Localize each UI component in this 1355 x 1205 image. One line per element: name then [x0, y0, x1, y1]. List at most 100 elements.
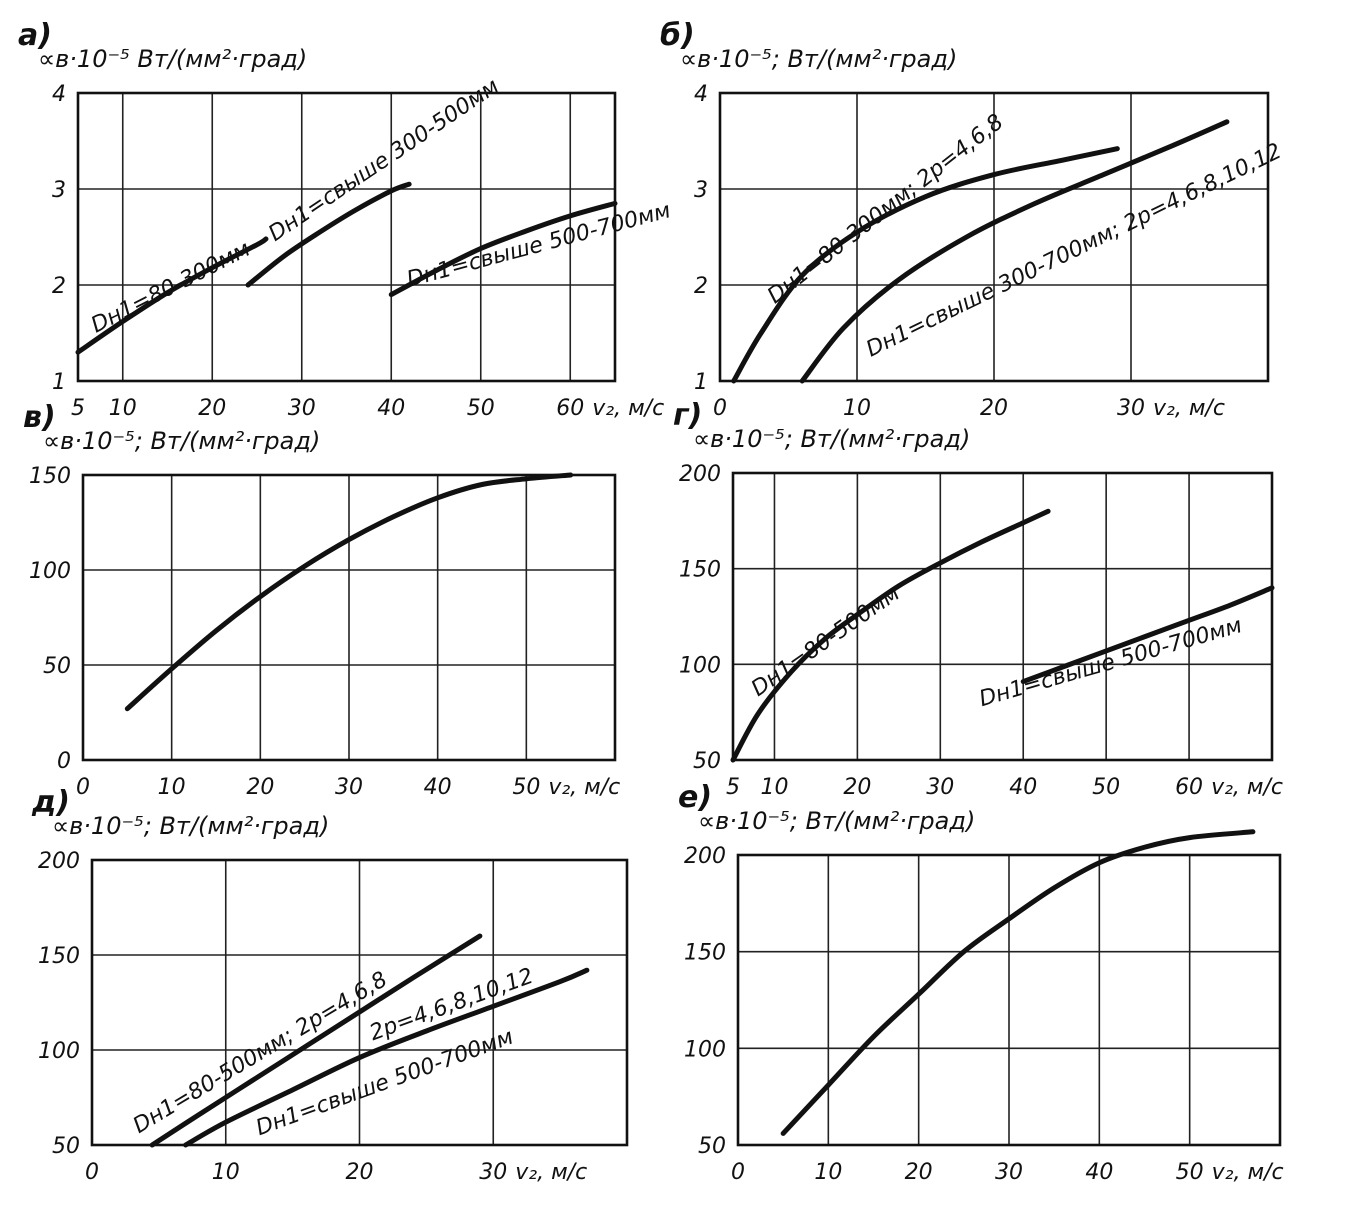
y-axis-label: ∝в·10⁻⁵; Вт/(мм²·град) [693, 425, 970, 453]
plot-frame [81, 473, 617, 762]
x-tick-label: 50 [1176, 1160, 1204, 1185]
y-tick-label: 200 [684, 844, 726, 869]
y-axis-label: ∝в·10⁻⁵; Вт/(мм²·град) [43, 427, 320, 455]
x-tick-label: 10 [109, 396, 137, 421]
chart-panel-v: 0 50 100 150 0 10 20 30 40 50 v₂, м/с ∝в·10⁻⁵; Вт/(… [23, 400, 620, 800]
series-label-1: Dн1=80-500мм; 2p=4,6,8 [129, 967, 392, 1139]
x-tick-label: 30 [995, 1160, 1023, 1185]
series-label-1: Dн1=80-500мм [747, 581, 905, 702]
x-tick-label: 10 [843, 396, 871, 421]
y-tick-label: 100 [679, 653, 721, 678]
series-line-2 [1020, 585, 1275, 685]
panel-label: а) [18, 18, 52, 53]
x-tick-label: 0 [85, 1160, 99, 1185]
x-axis-label: v₂, м/с [515, 1160, 587, 1185]
series-label-2: Dн1=свыше 300-500мм [264, 74, 503, 247]
x-tick-label: 50 [467, 396, 495, 421]
x-tick-label: 30 [288, 396, 316, 421]
series-line-1 [731, 146, 1120, 384]
chart-panel-d: 50 100 150 200 0 10 20 30 v₂, м/с ∝в·10⁻⁵; Вт/(мм… [31, 785, 629, 1185]
x-axis-label: v₂, м/с [548, 775, 620, 800]
y-tick-label: 1 [694, 370, 708, 395]
series-line-2 [799, 119, 1230, 384]
panel-label: г) [673, 398, 702, 433]
x-tick-label: 0 [731, 1160, 745, 1185]
panel-label: б) [660, 18, 695, 53]
x-tick-label: 50 [512, 775, 540, 800]
x-axis-label: v₂, м/с [1211, 775, 1283, 800]
chart-panel-g: 50 100 150 200 5 10 20 30 40 50 60 v₂, м/с ∝в·10⁻⁵; … [673, 398, 1283, 800]
x-tick-label: 30 [1117, 396, 1145, 421]
plot-frame [736, 853, 1282, 1147]
y-axis-label: ∝в·10⁻⁵; Вт/(мм²·град) [680, 45, 957, 73]
y-axis-label: ∝в·10⁻⁵; Вт/(мм²·град) [52, 812, 329, 840]
chart-panel-b: 1 2 3 4 0 10 20 30 v₂, м/с ∝в·10⁻⁵; Вт/(мм²·град)… [660, 18, 1286, 421]
chart-panel-a: 1 2 3 4 5 10 20 30 40 50 60 v₂, м/с ∝в·10⁻⁵ Вт/(мм²·… [18, 18, 673, 421]
y-tick-label: 150 [29, 464, 71, 489]
panel-label: е) [678, 780, 712, 815]
x-tick-label: 20 [246, 775, 274, 800]
series-line-3 [388, 200, 618, 298]
y-tick-label: 100 [29, 559, 71, 584]
y-tick-label: 200 [679, 462, 721, 487]
series-line-1 [124, 472, 574, 712]
x-tick-label: 40 [1085, 1160, 1113, 1185]
x-tick-label: 20 [980, 396, 1008, 421]
y-axis-label: ∝в·10⁻⁵ Вт/(мм²·град) [38, 45, 307, 73]
x-tick-label: 5 [71, 396, 85, 421]
y-tick-label: 100 [38, 1039, 80, 1064]
x-tick-label: 10 [212, 1160, 240, 1185]
x-tick-label: 20 [843, 775, 871, 800]
series-line-1 [75, 236, 269, 355]
series-line-1 [780, 829, 1256, 1136]
series-label-1: Dн1=80-300мм [87, 237, 254, 339]
x-tick-label: 30 [926, 775, 954, 800]
y-tick-label: 150 [684, 941, 726, 966]
x-tick-label: 40 [1009, 775, 1037, 800]
x-tick-label: 0 [76, 775, 90, 800]
y-tick-label: 50 [52, 1134, 80, 1159]
y-tick-label: 150 [679, 558, 721, 583]
x-tick-label: 30 [335, 775, 363, 800]
plot-frame [90, 858, 629, 1147]
panel-label: д) [31, 785, 70, 820]
x-tick-label: 60 [556, 396, 584, 421]
y-tick-label: 1 [52, 370, 66, 395]
x-tick-label: 10 [158, 775, 186, 800]
x-tick-label: 20 [346, 1160, 374, 1185]
y-tick-label: 100 [684, 1037, 726, 1062]
x-axis-label: v₂, м/с [1153, 396, 1225, 421]
x-tick-label: 10 [760, 775, 788, 800]
x-axis-label: v₂, м/с [1212, 1160, 1284, 1185]
panel-label: в) [23, 400, 56, 435]
chart-panel-e: 50 100 150 200 0 10 20 30 40 50 v₂, м/с ∝в·10⁻⁵; Вт… [678, 780, 1284, 1185]
y-tick-label: 4 [52, 82, 66, 107]
series-line-1 [730, 508, 1051, 763]
x-tick-label: 20 [198, 396, 226, 421]
y-tick-label: 50 [693, 749, 721, 774]
plot-frame [718, 91, 1270, 383]
x-tick-label: 40 [377, 396, 405, 421]
y-tick-label: 2 [694, 274, 708, 299]
series-line-1 [149, 933, 483, 1148]
x-tick-label: 40 [424, 775, 452, 800]
x-tick-label: 5 [726, 775, 740, 800]
x-tick-label: 50 [1092, 775, 1120, 800]
plot-frame [731, 471, 1274, 762]
series-label-2: Dн1=свыше 500-700мм [977, 613, 1245, 712]
series-label-3: Dн1=свыше 500-700мм [404, 198, 673, 293]
y-tick-label: 3 [694, 178, 708, 203]
y-tick-label: 3 [52, 178, 66, 203]
x-tick-label: 60 [1175, 775, 1203, 800]
plot-frame [76, 91, 617, 383]
series-line-2 [183, 967, 590, 1148]
y-tick-label: 150 [38, 944, 80, 969]
y-tick-label: 2 [52, 274, 66, 299]
x-axis-label: v₂, м/с [592, 396, 664, 421]
series-label-1: Dн1=80-300мм; 2p=4,6,8 [763, 110, 1008, 309]
series-line-2 [245, 181, 412, 288]
y-tick-label: 4 [694, 82, 708, 107]
y-axis-label: ∝в·10⁻⁵; Вт/(мм²·град) [698, 807, 975, 835]
y-tick-label: 50 [698, 1134, 726, 1159]
